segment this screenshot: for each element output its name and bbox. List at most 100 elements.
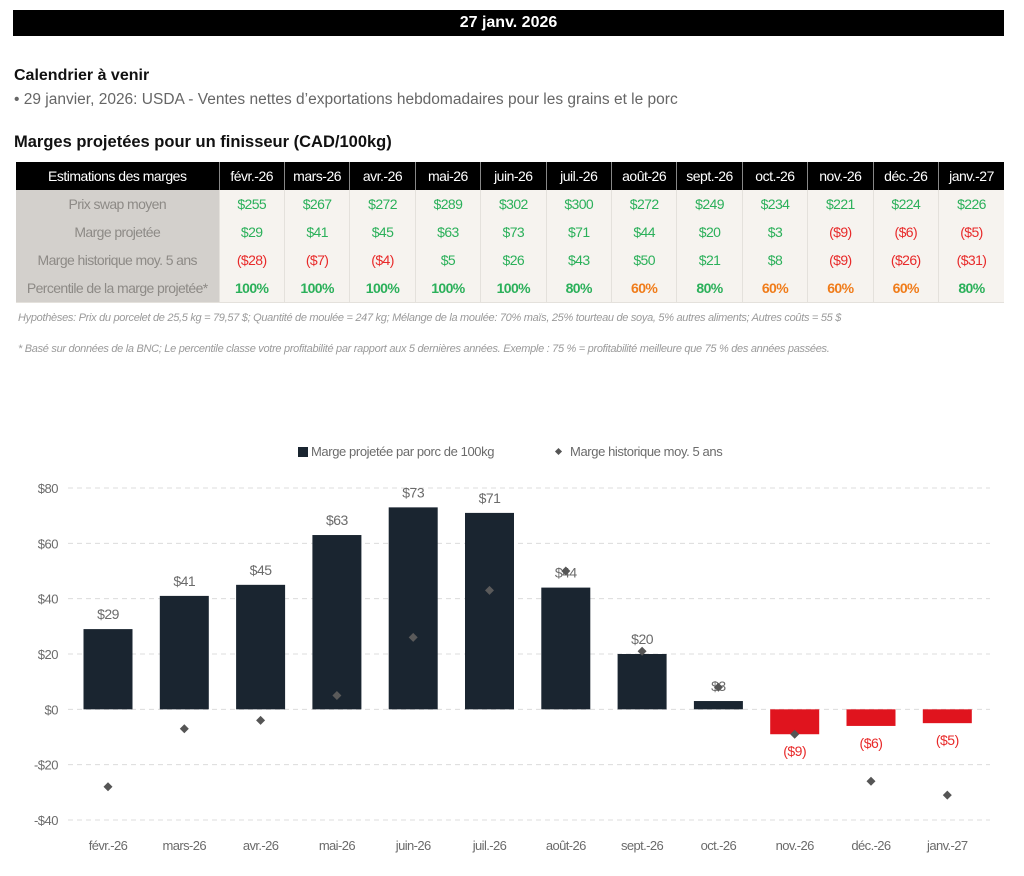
table-cell: $50 [610, 246, 677, 274]
assumptions-note: Hypothèses: Prix du porcelet de 25,5 kg … [18, 312, 842, 324]
table-cell: 60% [807, 274, 874, 303]
legend-diamond-icon [555, 447, 563, 456]
table-cell: $43 [545, 246, 612, 274]
bar [159, 595, 209, 710]
table-cell: ($9) [807, 246, 874, 274]
table-cell: 100% [349, 274, 416, 303]
table-cell: $3 [741, 218, 808, 246]
bar [617, 654, 667, 710]
table-cell: $73 [480, 218, 547, 246]
x-tick-label: juil.-26 [472, 838, 507, 853]
bar [922, 709, 972, 724]
bar [388, 507, 438, 710]
historical-margin-marker [790, 729, 800, 739]
table-col-header: févr.-26 [218, 162, 285, 190]
table-cell: 60% [872, 274, 939, 303]
table-cell: ($31) [937, 246, 1004, 274]
table-row-label: Percentile de la marge projetée* [16, 274, 219, 303]
historical-margin-marker [103, 782, 113, 792]
table-row-label: Marge projetée [16, 218, 219, 246]
x-tick-label: oct.-26 [701, 838, 737, 853]
bar-value-label: $71 [479, 490, 502, 506]
historical-margin-marker [637, 646, 647, 656]
table-cell: ($6) [872, 218, 939, 246]
table-cell: $29 [218, 218, 285, 246]
table-cell: $26 [480, 246, 547, 274]
calendar-title: Calendrier à venir [14, 67, 150, 84]
table-col-header: mars-26 [283, 162, 350, 190]
table-cell: $234 [741, 190, 808, 218]
x-tick-label: avr.-26 [243, 838, 279, 853]
bar-value-label: $41 [173, 573, 196, 589]
table-cell: ($26) [872, 246, 939, 274]
table-cell: 80% [676, 274, 743, 303]
table-cell: $8 [741, 246, 808, 274]
x-tick-label: août-26 [546, 838, 586, 853]
table-cell: $41 [283, 218, 350, 246]
table-cell: 100% [480, 274, 547, 303]
table-col-header: déc.-26 [872, 162, 939, 190]
table-col-header: juin-26 [480, 162, 547, 190]
table-title: Marges projetées pour un finisseur (CAD/… [14, 133, 392, 151]
table-col-header: nov.-26 [807, 162, 874, 190]
table-cell: $224 [872, 190, 939, 218]
y-tick-label: -$20 [34, 758, 58, 773]
table-col-header: janv.-27 [937, 162, 1004, 190]
table-corner-header: Estimations des marges [16, 162, 219, 190]
table-cell: $63 [414, 218, 481, 246]
table-cell: $289 [414, 190, 481, 218]
x-tick-label: févr.-26 [89, 838, 128, 853]
table-col-header: juil.-26 [545, 162, 612, 190]
percentile-footnote: * Basé sur données de la BNC; Le percent… [18, 343, 830, 355]
table-col-header: août-26 [610, 162, 677, 190]
x-tick-label: sept.-26 [621, 838, 664, 853]
legend-marker-label: Marge historique moy. 5 ans [570, 444, 723, 459]
bar [465, 512, 514, 710]
table-cell: $20 [676, 218, 743, 246]
table-cell: $272 [349, 190, 416, 218]
table-cell: ($4) [349, 246, 416, 274]
bar [541, 587, 591, 710]
calendar-item: • 29 janvier, 2026: USDA - Ventes nettes… [14, 91, 678, 108]
x-tick-label: déc.-26 [851, 838, 891, 853]
table-cell: ($28) [218, 246, 285, 274]
table-row: Prix swap moyen $255 $267 $272 $289 $302 $300 $… [16, 190, 1004, 218]
table-cell: $44 [610, 218, 677, 246]
legend-bar-label: Marge projetée par porc de 100kg [311, 444, 495, 459]
table-cell: 100% [218, 274, 285, 303]
bar-value-label: ($9) [783, 743, 806, 759]
y-tick-label: $40 [38, 592, 58, 607]
table-cell: 100% [414, 274, 481, 303]
bar-value-label: $45 [250, 562, 273, 578]
historical-margin-marker [942, 790, 952, 800]
x-tick-label: janv.-27 [926, 838, 968, 853]
historical-margin-marker [561, 566, 571, 576]
bar [312, 535, 362, 710]
table-col-header: oct.-26 [741, 162, 808, 190]
y-tick-label: $80 [38, 481, 58, 496]
historical-margin-marker [332, 691, 342, 700]
table-cell: $21 [676, 246, 743, 274]
historical-margin-marker [179, 724, 189, 734]
chart-legend: Marge projetée par porc de 100kg Marge h… [298, 444, 723, 459]
table-cell: 80% [937, 274, 1004, 303]
date-banner: 27 janv. 2026 [13, 10, 1004, 36]
legend-bar-swatch-icon [298, 446, 308, 457]
table-cell: $249 [676, 190, 743, 218]
bar-value-label: $73 [402, 484, 425, 500]
table-cell: $226 [937, 190, 1004, 218]
table-cell: ($9) [807, 218, 874, 246]
bar [693, 701, 743, 710]
x-tick-label: nov.-26 [776, 838, 815, 853]
y-tick-label: $20 [38, 647, 58, 662]
bar-value-label: ($5) [936, 732, 959, 748]
x-tick-label: mai-26 [319, 838, 356, 853]
historical-margin-marker [713, 682, 723, 692]
table-row-label: Prix swap moyen [16, 190, 219, 218]
historical-margin-marker [866, 776, 876, 786]
table-cell: $272 [610, 190, 677, 218]
bar-value-label: $20 [631, 631, 654, 647]
margins-table: Estimations des marges févr.-26 mars-26 av… [16, 162, 1004, 303]
margin-chart: $80 $60 $40 $20 $0 -$20 -$40 $29 $41 $45 $63 $73 $71… [34, 481, 990, 853]
table-cell: $300 [545, 190, 612, 218]
